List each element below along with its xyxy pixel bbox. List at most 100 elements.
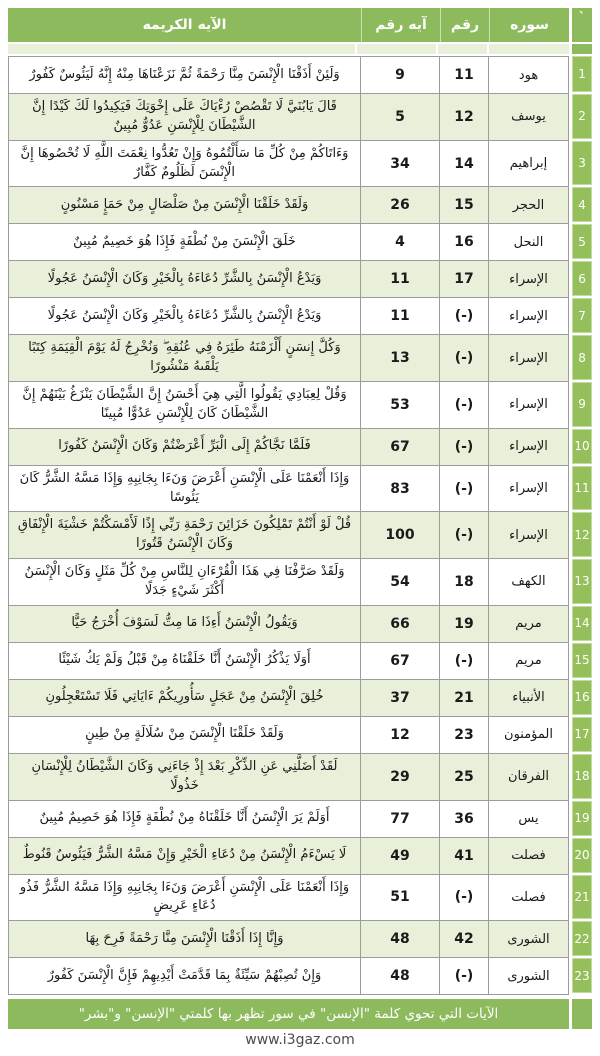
surah-name-cell: الإسراء <box>488 512 568 559</box>
verse-number-cell: 11 <box>360 298 439 335</box>
verse-number-cell: 51 <box>360 874 439 921</box>
header-surah: سوره <box>489 8 569 42</box>
surah-number-cell: (-) <box>439 958 488 995</box>
row-main: الإسراء (-) 100 قُلْ لَوْ أَنْتُمْ تَمْل… <box>8 512 569 560</box>
verse-number-cell: 67 <box>360 642 439 679</box>
row-number-badge: 3 <box>572 140 592 186</box>
row-main: الإسراء (-) 83 وَإِذَا أَنْعَمْنَا عَلَى… <box>8 465 569 513</box>
row-main: فصلت (-) 51 وَإِذَا أَنْعَمْنَا عَلَى ال… <box>8 874 569 922</box>
table-header-row: ` سوره رقم آيه رقم الآيه الكريمه <box>8 8 592 42</box>
surah-name-cell: فصلت <box>488 837 568 874</box>
row-number-badge: 2 <box>572 94 592 139</box>
surah-name-cell: الإسراء <box>488 382 568 428</box>
row-main: يوسف 12 5 قَالَ يَابُنَيَّ لَا تَقْصُصْ … <box>8 94 569 141</box>
verse-text-cell: وَكُلَّ إِنسَنٍ أَلْزَمْنَهُ طَئِرَهُ فِ… <box>9 335 360 382</box>
spacer-row <box>8 44 592 54</box>
row-number-badge: 14 <box>572 605 592 641</box>
surah-number-cell: 17 <box>439 261 488 298</box>
surah-name-cell: فصلت <box>488 874 568 921</box>
spacer-cell <box>357 44 436 54</box>
surah-number-cell: (-) <box>439 642 488 679</box>
surah-number-cell: (-) <box>439 335 488 382</box>
table-row: 7 الإسراء (-) 11 وَيَدْعُ الْإِنْسَنُ بِ… <box>8 298 592 336</box>
spacer-corner-cell <box>572 44 592 54</box>
verse-number-cell: 26 <box>360 187 439 224</box>
verse-text-cell: خُلِقَ الْإِنْسَنُ مِنْ عَجَلٍ سَأُورِيك… <box>9 679 360 716</box>
row-main: الإسراء (-) 11 وَيَدْعُ الْإِنْسَنُ بِال… <box>8 298 569 336</box>
spacer-cell <box>438 44 487 54</box>
row-main: الحجر 15 26 وَلَقَدْ خَلَقْنَا الْإِنْسَ… <box>8 187 569 225</box>
row-number-badge: 20 <box>572 837 592 873</box>
table-row: 4 الحجر 15 26 وَلَقَدْ خَلَقْنَا الْإِنْ… <box>8 187 592 225</box>
table-row: 19 يس 36 77 أَوَلَمْ يَرَ الْإِنْسَنُ أَ… <box>8 800 592 838</box>
surah-number-cell: 15 <box>439 187 488 224</box>
row-number-badge: 12 <box>572 512 592 558</box>
surah-name-cell: الإسراء <box>488 428 568 465</box>
row-number-badge: 4 <box>572 187 592 223</box>
table-row: 23 الشورى (-) 48 وَإِنْ تُصِبْهُمْ سَيِّ… <box>8 958 592 996</box>
surah-name-cell: الإسراء <box>488 298 568 335</box>
surah-number-cell: (-) <box>439 298 488 335</box>
table-row: 11 الإسراء (-) 83 وَإِذَا أَنْعَمْنَا عَ… <box>8 465 592 513</box>
verse-number-cell: 53 <box>360 382 439 428</box>
surah-name-cell: هود <box>488 57 568 93</box>
verse-number-cell: 13 <box>360 335 439 382</box>
verse-text-cell: قُلْ لَوْ أَنْتُمْ تَمْلِكُونَ خَزَائِنَ… <box>9 512 360 559</box>
surah-name-cell: إبراهيم <box>488 140 568 187</box>
row-main: النحل 16 4 خَلَقَ الْإِنْسَنَ مِنْ نُطْف… <box>8 224 569 262</box>
surah-name-cell: الأنبياء <box>488 679 568 716</box>
verse-number-cell: 12 <box>360 716 439 753</box>
table-row: 9 الإسراء (-) 53 وَقُلْ لِعِبَادِي يَقُو… <box>8 382 592 429</box>
verse-text-cell: وَيَدْعُ الْإِنْسَنُ بِالشَّرِّ دُعَاءَه… <box>47 307 322 323</box>
row-number-badge: 10 <box>572 428 592 464</box>
table-row: 22 الشورى 42 48 وَإِنَّا إِذَا أَذَقْنَا… <box>8 921 592 959</box>
verse-number-cell: 11 <box>360 261 439 298</box>
verse-text-cell: لَقَدْ أَضَلَّنِي عَنِ الذِّكْرِ بَعْدَ … <box>9 753 360 800</box>
verse-text-cell: لَا يَسْءَمُ الْإِنْسَنُ مِنْ دُعَاءِ ال… <box>9 837 360 874</box>
table-row: 1 هود 11 9 وَلَئِنْ أَذَقْنَا الْإِنْسَن… <box>8 56 592 94</box>
row-number-badge: 8 <box>572 335 592 381</box>
verse-text-cell: وَإِنْ تُصِبْهُمْ سَيِّئَةٌ بِمَا قَدَّم… <box>47 967 322 983</box>
row-main: الفرقان 25 29 لَقَدْ أَضَلَّنِي عَنِ الذ… <box>8 753 569 801</box>
surah-name-cell: الحجر <box>488 187 568 224</box>
row-main: إبراهيم 14 34 وَءَاتَاكُمْ مِنْ كُلِّ مَ… <box>8 140 569 188</box>
row-number-badge: 18 <box>572 753 592 799</box>
verse-text-cell: وَقُلْ لِعِبَادِي يَقُولُوا الَّتِي هِيَ… <box>22 387 347 421</box>
table-body: 1 هود 11 9 وَلَئِنْ أَذَقْنَا الْإِنْسَن… <box>8 56 592 996</box>
row-number-badge: 13 <box>572 559 592 604</box>
spacer-cell <box>489 44 569 54</box>
table-row: 17 المؤمنون 23 12 وَلَقَدْ خَلَقْنَا الْ… <box>8 716 592 754</box>
row-number-badge: 15 <box>572 642 592 678</box>
row-number-badge: 6 <box>572 261 592 297</box>
surah-name-cell: الفرقان <box>488 753 568 800</box>
verses-table: ` سوره رقم آيه رقم الآيه الكريمه 1 هود <box>8 8 592 1030</box>
row-main: هود 11 9 وَلَئِنْ أَذَقْنَا الْإِنْسَنَ … <box>8 56 569 94</box>
header-verse-text: الآيه الكريمه <box>142 17 227 33</box>
row-number-badge: 7 <box>572 298 592 334</box>
verse-number-cell: 37 <box>360 679 439 716</box>
row-main: يس 36 77 أَوَلَمْ يَرَ الْإِنْسَنُ أَنَّ… <box>8 800 569 838</box>
verse-number-cell: 66 <box>360 605 439 642</box>
row-number-badge: 9 <box>572 382 592 427</box>
verse-number-cell: 83 <box>360 465 439 512</box>
surah-number-cell: 19 <box>439 605 488 642</box>
verse-number-cell: 48 <box>360 921 439 958</box>
row-number-badge: 11 <box>572 465 592 511</box>
row-number-badge: 22 <box>572 921 592 957</box>
surah-name-cell: الكهف <box>488 559 568 605</box>
surah-name-cell: يوسف <box>488 94 568 140</box>
surah-name-cell: مريم <box>488 642 568 679</box>
header-main: سوره رقم آيه رقم الآيه الكريمه <box>8 8 569 42</box>
verse-number-cell: 48 <box>360 958 439 995</box>
verse-number-cell: 5 <box>360 94 439 140</box>
surah-number-cell: 41 <box>439 837 488 874</box>
row-main: الإسراء (-) 53 وَقُلْ لِعِبَادِي يَقُولُ… <box>8 382 569 429</box>
verse-text-cell: وَلَقَدْ صَرَّفْنَا فِي هَذَا الْقُرْءَا… <box>24 564 345 598</box>
verse-text-cell: وَءَاتَاكُمْ مِنْ كُلِّ مَا سَأَلْتُمُوه… <box>20 145 349 180</box>
verse-number-cell: 34 <box>360 140 439 187</box>
spacer-cell <box>8 44 355 54</box>
verse-text-cell: وَإِذَا أَنْعَمْنَا عَلَى الْإِنْسَنِ أَ… <box>19 470 350 505</box>
table-row: 18 الفرقان 25 29 لَقَدْ أَضَلَّنِي عَنِ … <box>8 753 592 801</box>
surah-name-cell: الشورى <box>488 958 568 995</box>
verse-number-cell: 54 <box>360 559 439 605</box>
